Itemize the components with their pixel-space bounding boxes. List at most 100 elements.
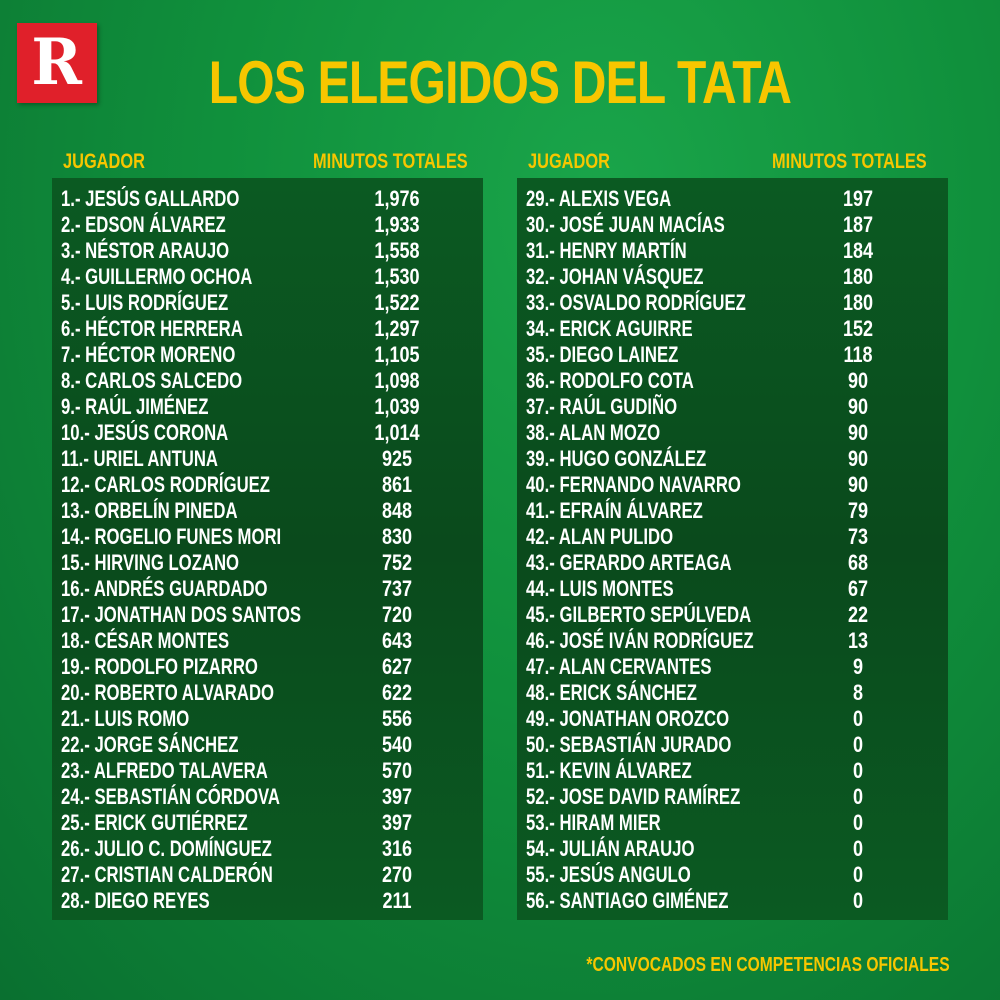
table-row: 52.- JOSE DAVID RAMÍREZ 0 — [517, 784, 948, 810]
table-row: 30.- JOSÉ JUAN MACÍAS 187 — [517, 212, 948, 238]
minutes-value: 1,522 — [374, 290, 420, 315]
player-name: 22.- JORGE SÁNCHEZ — [61, 732, 239, 757]
player-name: 23.- ALFREDO TALAVERA — [61, 758, 268, 783]
minutes-value: 79 — [847, 498, 869, 523]
table-row: 8.- CARLOS SALCEDO 1,098 — [52, 368, 483, 394]
table-row: 13.- ORBELÍN PINEDA 848 — [52, 498, 483, 524]
player-name: 56.- SANTIAGO GIMÉNEZ — [526, 888, 729, 913]
player-name: 19.- RODOLFO PIZARRO — [61, 654, 258, 679]
player-name: 3.- NÉSTOR ARAUJO — [61, 238, 230, 263]
header-player-left: JUGADOR — [63, 150, 145, 173]
table-row: 48.- ERICK SÁNCHEZ 8 — [517, 680, 948, 706]
player-name: 49.- JONATHAN OROZCO — [526, 706, 730, 731]
minutes-value: 180 — [842, 264, 874, 289]
table-row: 43.- GERARDO ARTEAGA 68 — [517, 550, 948, 576]
minutes-value: 737 — [381, 576, 413, 601]
minutes-value: 752 — [381, 550, 413, 575]
table-row: 39.- HUGO GONZÁLEZ 90 — [517, 446, 948, 472]
table-row: 31.- HENRY MARTÍN 184 — [517, 238, 948, 264]
table-row: 46.- JOSÉ IVÁN RODRÍGUEZ 13 — [517, 628, 948, 654]
player-name: 15.- HIRVING LOZANO — [61, 550, 240, 575]
reforma-logo: R — [17, 23, 97, 103]
minutes-value: 0 — [852, 810, 864, 835]
table-row: 6.- HÉCTOR HERRERA 1,297 — [52, 316, 483, 342]
table-row: 32.- JOHAN VÁSQUEZ 180 — [517, 264, 948, 290]
minutes-value: 0 — [852, 836, 864, 861]
player-name: 43.- GERARDO ARTEAGA — [526, 550, 732, 575]
table-row: 24.- SEBASTIÁN CÓRDOVA 397 — [52, 784, 483, 810]
table-row: 38.- ALAN MOZO 90 — [517, 420, 948, 446]
player-name: 44.- LUIS MONTES — [526, 576, 674, 601]
minutes-value: 90 — [847, 368, 869, 393]
header-minutes-left: MINUTOS TOTALES — [313, 150, 468, 173]
table-row: 35.- DIEGO LAINEZ 118 — [517, 342, 948, 368]
table-row: 3.- NÉSTOR ARAUJO 1,558 — [52, 238, 483, 264]
table-row: 26.- JULIO C. DOMÍNGUEZ 316 — [52, 836, 483, 862]
table-row: 21.- LUIS ROMO 556 — [52, 706, 483, 732]
table-row: 49.- JONATHAN OROZCO 0 — [517, 706, 948, 732]
player-name: 45.- GILBERTO SEPÚLVEDA — [526, 602, 752, 627]
minutes-value: 316 — [381, 836, 413, 861]
minutes-value: 90 — [847, 420, 869, 445]
header-minutes-right: MINUTOS TOTALES — [772, 150, 927, 173]
minutes-value: 861 — [381, 472, 413, 497]
player-name: 24.- SEBASTIÁN CÓRDOVA — [61, 784, 280, 809]
player-name: 6.- HÉCTOR HERRERA — [61, 316, 243, 341]
player-name: 27.- CRISTIAN CALDERÓN — [61, 862, 273, 887]
table-row: 2.- EDSON ÁLVAREZ 1,933 — [52, 212, 483, 238]
player-name: 39.- HUGO GONZÁLEZ — [526, 446, 707, 471]
player-name: 42.- ALAN PULIDO — [526, 524, 674, 549]
table-row: 5.- LUIS RODRÍGUEZ 1,522 — [52, 290, 483, 316]
table-row: 44.- LUIS MONTES 67 — [517, 576, 948, 602]
table-row: 33.- OSVALDO RODRÍGUEZ 180 — [517, 290, 948, 316]
player-name: 30.- JOSÉ JUAN MACÍAS — [526, 212, 725, 237]
player-name: 34.- ERICK AGUIRRE — [526, 316, 693, 341]
minutes-value: 397 — [381, 810, 413, 835]
minutes-value: 9 — [852, 654, 864, 679]
player-name: 7.- HÉCTOR MORENO — [61, 342, 236, 367]
player-name: 8.- CARLOS SALCEDO — [61, 368, 243, 393]
minutes-value: 1,039 — [374, 394, 420, 419]
player-name: 40.- FERNANDO NAVARRO — [526, 472, 741, 497]
player-name: 14.- ROGELIO FUNES MORI — [61, 524, 282, 549]
table-row: 25.- ERICK GUTIÉRREZ 397 — [52, 810, 483, 836]
table-row: 42.- ALAN PULIDO 73 — [517, 524, 948, 550]
table-row: 11.- URIEL ANTUNA 925 — [52, 446, 483, 472]
minutes-value: 22 — [847, 602, 869, 627]
player-name: 2.- EDSON ÁLVAREZ — [61, 212, 226, 237]
minutes-value: 0 — [852, 732, 864, 757]
player-name: 54.- JULIÁN ARAUJO — [526, 836, 695, 861]
footnote: *CONVOCADOS EN COMPETENCIAS OFICIALES — [586, 954, 950, 976]
table-row: 34.- ERICK AGUIRRE 152 — [517, 316, 948, 342]
table-row: 36.- RODOLFO COTA 90 — [517, 368, 948, 394]
minutes-value: 1,976 — [374, 186, 420, 211]
minutes-value: 73 — [847, 524, 869, 549]
minutes-value: 187 — [842, 212, 874, 237]
player-name: 1.- JESÚS GALLARDO — [61, 186, 240, 211]
minutes-value: 90 — [847, 472, 869, 497]
player-name: 16.- ANDRÉS GUARDADO — [61, 576, 268, 601]
minutes-value: 540 — [381, 732, 413, 757]
minutes-value: 925 — [381, 446, 413, 471]
player-name: 33.- OSVALDO RODRÍGUEZ — [526, 290, 746, 315]
player-name: 18.- CÉSAR MONTES — [61, 628, 230, 653]
table-row: 18.- CÉSAR MONTES 643 — [52, 628, 483, 654]
table-row: 4.- GUILLERMO OCHOA 1,530 — [52, 264, 483, 290]
minutes-value: 0 — [852, 862, 864, 887]
minutes-value: 1,933 — [374, 212, 420, 237]
player-name: 51.- KEVIN ÁLVAREZ — [526, 758, 692, 783]
table-row: 37.- RAÚL GUDIÑO 90 — [517, 394, 948, 420]
page-title: LOS ELEGIDOS DEL TATA — [208, 49, 792, 116]
table-row: 47.- ALAN CERVANTES 9 — [517, 654, 948, 680]
minutes-value: 270 — [381, 862, 413, 887]
player-name: 47.- ALAN CERVANTES — [526, 654, 712, 679]
minutes-value: 720 — [381, 602, 413, 627]
minutes-value: 197 — [842, 186, 874, 211]
table-row: 10.- JESÚS CORONA 1,014 — [52, 420, 483, 446]
header-player-right: JUGADOR — [528, 150, 610, 173]
table-row: 12.- CARLOS RODRÍGUEZ 861 — [52, 472, 483, 498]
minutes-value: 0 — [852, 706, 864, 731]
player-name: 36.- RODOLFO COTA — [526, 368, 694, 393]
player-name: 52.- JOSE DAVID RAMÍREZ — [526, 784, 741, 809]
table-row: 16.- ANDRÉS GUARDADO 737 — [52, 576, 483, 602]
